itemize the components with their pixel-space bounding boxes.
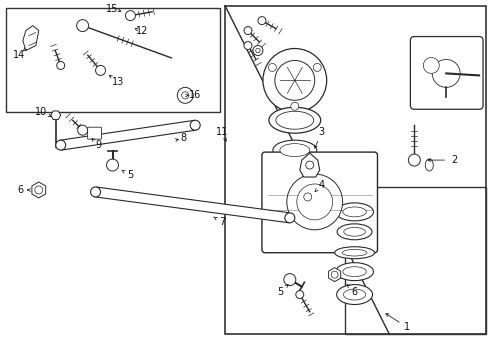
Text: 3: 3 [318,127,325,137]
Text: 11: 11 [216,127,228,137]
Ellipse shape [335,247,374,259]
Polygon shape [60,120,196,150]
Ellipse shape [425,159,433,171]
Text: 16: 16 [189,90,201,100]
Bar [344,187,486,334]
Circle shape [408,154,420,166]
Circle shape [106,159,119,171]
Ellipse shape [273,140,317,160]
Circle shape [125,11,135,21]
Circle shape [76,20,89,32]
Bar [225,6,486,334]
Text: 7: 7 [219,217,225,227]
Text: 5: 5 [127,170,134,180]
Polygon shape [32,182,46,198]
Ellipse shape [343,267,367,276]
Circle shape [263,49,327,112]
Text: 8: 8 [180,133,186,143]
Ellipse shape [336,263,373,280]
Circle shape [313,63,321,71]
Polygon shape [23,26,39,50]
Circle shape [56,140,66,150]
Ellipse shape [343,207,367,217]
Ellipse shape [337,285,372,305]
Circle shape [57,62,65,69]
Ellipse shape [336,203,373,221]
Circle shape [256,48,260,53]
Text: 9: 9 [96,140,101,150]
Ellipse shape [269,107,321,133]
Ellipse shape [337,224,372,240]
Text: 12: 12 [136,26,148,36]
Circle shape [244,27,252,35]
Ellipse shape [344,228,366,236]
Polygon shape [329,268,341,282]
Text: 4: 4 [318,180,325,190]
Polygon shape [300,188,322,203]
Circle shape [244,41,252,50]
Text: 5: 5 [277,287,283,297]
Ellipse shape [280,144,310,157]
Circle shape [253,45,263,55]
Circle shape [284,274,296,285]
Circle shape [182,92,189,99]
Circle shape [304,193,312,201]
Circle shape [190,120,200,130]
FancyBboxPatch shape [410,37,483,109]
Circle shape [177,87,193,103]
Circle shape [77,125,88,135]
Polygon shape [95,187,291,223]
Text: 13: 13 [112,77,124,87]
Circle shape [331,271,338,278]
Circle shape [96,66,105,75]
Text: 2: 2 [451,155,457,165]
Circle shape [432,59,460,87]
FancyBboxPatch shape [88,127,101,139]
Circle shape [423,58,439,73]
Circle shape [285,213,295,223]
Circle shape [275,60,315,100]
Circle shape [35,186,43,194]
Ellipse shape [343,289,366,300]
Bar [6,8,220,112]
Circle shape [291,102,299,110]
FancyBboxPatch shape [262,152,377,253]
Text: 14: 14 [13,50,25,60]
Circle shape [269,63,276,71]
Text: 10: 10 [35,107,47,117]
Circle shape [91,187,100,197]
Polygon shape [300,153,319,177]
Text: 6: 6 [351,287,358,297]
Circle shape [258,17,266,24]
Circle shape [306,161,314,169]
Circle shape [287,174,343,230]
Polygon shape [51,111,61,120]
Circle shape [296,291,304,298]
Text: 6: 6 [18,185,24,195]
Circle shape [297,184,333,220]
Ellipse shape [342,249,367,256]
Text: 15: 15 [106,4,119,14]
Text: 1: 1 [404,323,411,332]
Ellipse shape [276,111,314,129]
